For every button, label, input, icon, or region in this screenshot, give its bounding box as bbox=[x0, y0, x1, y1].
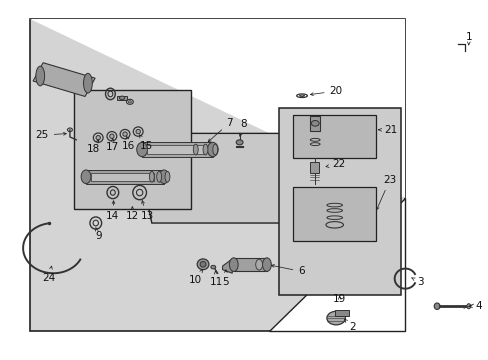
Text: 18: 18 bbox=[86, 140, 100, 154]
Ellipse shape bbox=[122, 132, 127, 136]
Ellipse shape bbox=[137, 142, 147, 157]
Ellipse shape bbox=[36, 66, 44, 86]
Bar bbox=[74, 90, 190, 209]
Polygon shape bbox=[30, 19, 405, 198]
Ellipse shape bbox=[433, 303, 439, 310]
Polygon shape bbox=[268, 198, 405, 330]
Text: 6: 6 bbox=[271, 265, 304, 276]
Ellipse shape bbox=[96, 135, 100, 140]
Ellipse shape bbox=[311, 121, 319, 126]
Bar bbox=[233, 258, 266, 271]
Ellipse shape bbox=[81, 170, 91, 184]
Bar bbox=[310, 162, 319, 173]
Text: 1: 1 bbox=[465, 32, 471, 45]
Ellipse shape bbox=[262, 258, 271, 271]
Ellipse shape bbox=[203, 144, 207, 155]
Ellipse shape bbox=[149, 171, 154, 182]
Ellipse shape bbox=[193, 144, 198, 155]
Text: 7: 7 bbox=[208, 118, 233, 142]
Ellipse shape bbox=[197, 259, 208, 270]
Ellipse shape bbox=[164, 171, 169, 182]
Bar bbox=[91, 173, 154, 181]
Text: 24: 24 bbox=[42, 266, 55, 283]
Polygon shape bbox=[222, 259, 232, 273]
Text: 21: 21 bbox=[378, 125, 397, 135]
Text: 5: 5 bbox=[222, 270, 228, 287]
Ellipse shape bbox=[466, 304, 470, 309]
Text: 10: 10 bbox=[189, 269, 203, 285]
Bar bbox=[30, 19, 405, 330]
Text: 25: 25 bbox=[36, 130, 66, 140]
Text: 22: 22 bbox=[325, 159, 345, 169]
Bar bbox=[142, 142, 212, 157]
Text: 17: 17 bbox=[105, 139, 119, 152]
Ellipse shape bbox=[119, 96, 124, 100]
Ellipse shape bbox=[236, 140, 243, 145]
Bar bbox=[147, 145, 205, 154]
Ellipse shape bbox=[210, 265, 215, 269]
Text: 9: 9 bbox=[95, 228, 102, 240]
Ellipse shape bbox=[159, 170, 168, 184]
Ellipse shape bbox=[83, 73, 92, 93]
Bar bbox=[334, 310, 348, 316]
Text: 8: 8 bbox=[239, 120, 246, 136]
Ellipse shape bbox=[212, 144, 217, 155]
Text: 16: 16 bbox=[122, 136, 135, 151]
Text: 20: 20 bbox=[310, 86, 342, 96]
Bar bbox=[86, 170, 163, 184]
Polygon shape bbox=[132, 134, 307, 223]
Bar bbox=[293, 116, 375, 158]
Text: 2: 2 bbox=[344, 319, 355, 332]
Bar bbox=[117, 96, 127, 100]
Bar bbox=[33, 63, 95, 96]
Ellipse shape bbox=[200, 261, 205, 267]
Bar bbox=[293, 187, 375, 241]
Ellipse shape bbox=[326, 311, 345, 325]
Ellipse shape bbox=[207, 142, 218, 157]
Ellipse shape bbox=[229, 258, 238, 271]
Bar bbox=[310, 116, 320, 131]
Text: 19: 19 bbox=[332, 294, 346, 304]
Ellipse shape bbox=[136, 130, 140, 134]
Bar bbox=[278, 108, 400, 295]
Text: 15: 15 bbox=[139, 135, 152, 150]
Text: 13: 13 bbox=[140, 201, 153, 221]
Text: 14: 14 bbox=[106, 201, 119, 221]
Text: 11: 11 bbox=[210, 271, 223, 287]
Ellipse shape bbox=[157, 171, 161, 182]
Ellipse shape bbox=[255, 259, 262, 270]
Text: 23: 23 bbox=[376, 175, 396, 210]
Ellipse shape bbox=[109, 134, 114, 138]
Text: 4: 4 bbox=[468, 301, 481, 311]
Text: 12: 12 bbox=[125, 207, 139, 221]
Text: 3: 3 bbox=[410, 277, 423, 287]
